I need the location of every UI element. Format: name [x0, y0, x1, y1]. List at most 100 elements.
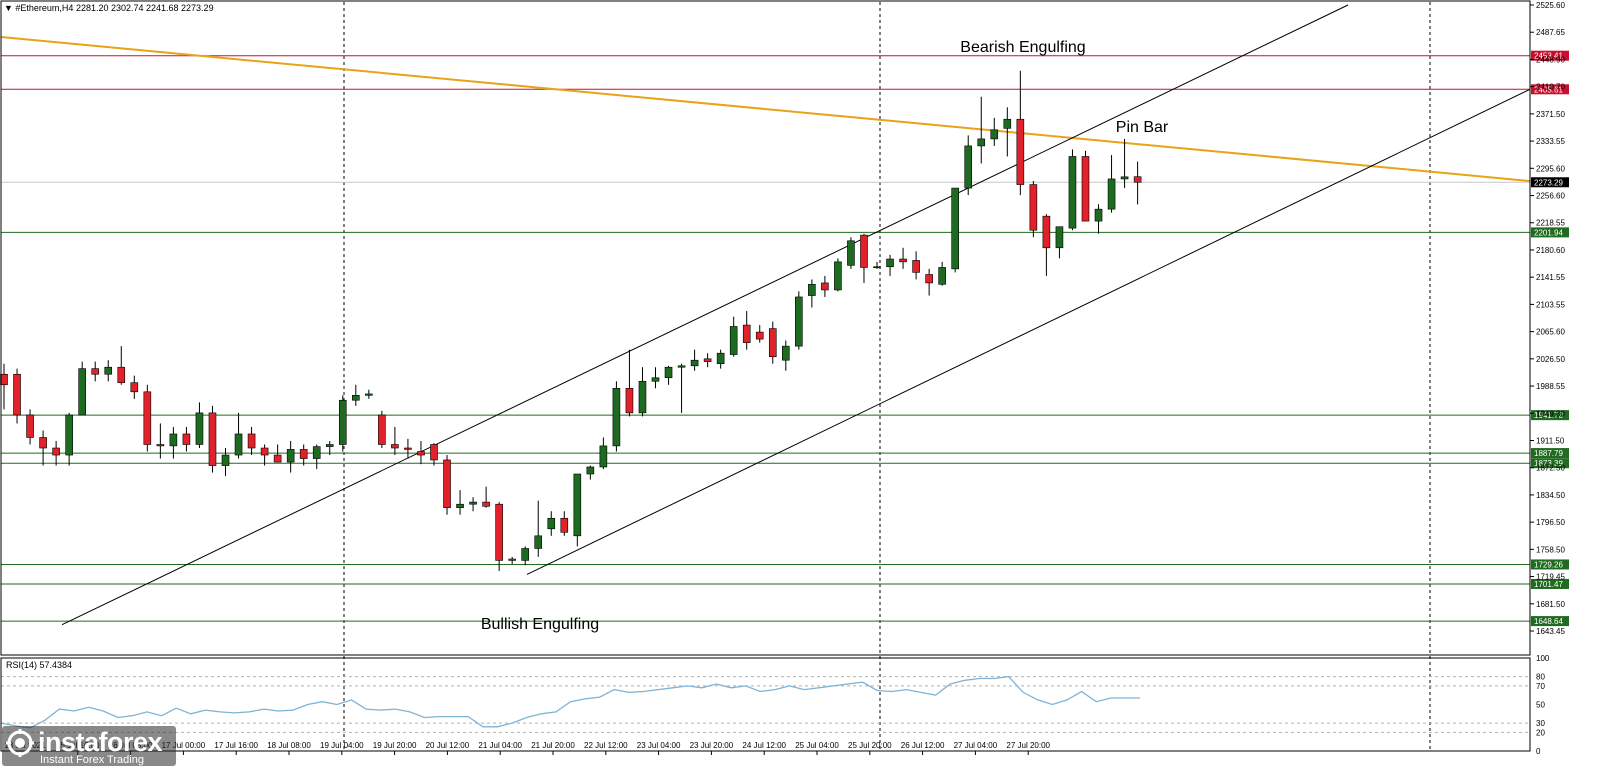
rsi-tick-label: 20 — [1536, 728, 1545, 737]
bullish-candle — [169, 426, 178, 459]
bearish-candle — [860, 233, 868, 283]
candle-body — [847, 240, 855, 266]
bearish-candle — [625, 349, 634, 417]
level-price-label: 2453.41 — [1534, 52, 1563, 61]
candle-body — [130, 382, 139, 393]
candle-body — [1003, 118, 1012, 129]
time-tick-label: 23 Jul 04:00 — [637, 741, 681, 750]
price-tick-label: 2487.65 — [1536, 28, 1565, 37]
candle-body — [495, 503, 503, 561]
level-price-label: 1701.47 — [1534, 580, 1563, 589]
price-tick-label: 1988.55 — [1536, 382, 1565, 391]
candle-body — [221, 454, 230, 466]
price-tick-label: 2525.60 — [1536, 1, 1565, 10]
bullish-candle — [469, 497, 477, 512]
rsi-label: RSI(14) 57.4384 — [6, 660, 72, 670]
bullish-candle — [1068, 149, 1077, 231]
bullish-candle — [795, 291, 803, 350]
candle-body — [299, 449, 308, 459]
candle-body — [755, 331, 764, 340]
candle-body — [808, 284, 816, 296]
bearish-candle — [260, 444, 269, 466]
level-price-tag — [1531, 227, 1569, 238]
bearish-candle — [1081, 150, 1090, 222]
bearish-candle — [1133, 161, 1142, 205]
bullish-candle — [977, 96, 986, 164]
candle-body — [664, 366, 673, 379]
candle-body — [651, 377, 660, 382]
candle-body — [951, 187, 959, 270]
bullish-candle — [365, 389, 373, 399]
rsi-tick-label: 70 — [1536, 682, 1545, 691]
channel-upper-line — [61, 4, 1349, 626]
rsi-tick-label: 50 — [1536, 701, 1545, 710]
candle-body — [195, 412, 204, 445]
bearish-candle — [755, 325, 764, 343]
bullish-candle — [1107, 155, 1116, 213]
candle-body — [260, 447, 269, 456]
bearish-candle — [417, 440, 425, 465]
price-tick-label: 2180.60 — [1536, 246, 1565, 255]
bearish-candle — [821, 275, 829, 297]
price-tick-label: 2410.70 — [1536, 83, 1565, 92]
candle-body — [78, 368, 86, 416]
bullish-candle — [964, 135, 973, 196]
bullish-candle — [547, 511, 556, 536]
candle-body — [677, 365, 686, 368]
candle-body — [156, 444, 165, 447]
bearish-candle — [391, 426, 399, 456]
candle-body — [338, 399, 347, 445]
candle-body — [703, 358, 712, 362]
bearish-candle — [742, 311, 751, 350]
descending-trendline — [0, 36, 1531, 183]
bullish-candle — [1120, 138, 1129, 189]
bullish-candle — [638, 367, 647, 417]
bearish-candle — [143, 384, 152, 452]
bearish-candle — [156, 423, 165, 459]
candle-body — [325, 444, 334, 447]
candle-body — [964, 145, 973, 189]
level-price-tag — [1531, 448, 1569, 459]
candle-body — [586, 466, 595, 475]
bullish-candle — [586, 465, 595, 480]
candle-body — [1055, 226, 1064, 249]
bullish-candle — [1055, 226, 1064, 259]
candle-body — [208, 412, 217, 466]
candle-body — [873, 266, 881, 269]
candle-body — [560, 517, 569, 533]
candle-body — [1081, 156, 1090, 222]
bullish-candle — [104, 360, 113, 382]
candle-body — [378, 414, 386, 445]
candle-body — [625, 387, 634, 414]
bullish-candle — [886, 254, 894, 276]
level-price-tag — [1531, 559, 1569, 570]
bullish-candle — [352, 384, 360, 406]
instaforex-logo-icon — [6, 729, 34, 757]
price-tick-label: 1796.50 — [1536, 518, 1565, 527]
bearish-candle — [482, 486, 490, 508]
candle-body — [886, 258, 894, 268]
bullish-candle — [664, 365, 673, 385]
candle-body — [521, 548, 530, 561]
price-tick-label: 2333.55 — [1536, 137, 1565, 146]
candle-body — [273, 454, 282, 463]
bearish-candle — [299, 444, 308, 466]
bullish-candle — [573, 473, 582, 547]
rsi-tick-label: 100 — [1536, 654, 1550, 663]
price-tick-label: 1872.50 — [1536, 464, 1565, 473]
candle-body — [729, 326, 738, 355]
candle-body — [247, 433, 256, 449]
candle-body — [925, 274, 933, 284]
bearish-candle — [1029, 181, 1038, 238]
bearish-candle — [208, 405, 217, 473]
candle-body — [534, 535, 543, 549]
level-price-label: 1941.78 — [1534, 411, 1563, 420]
bearish-candle — [39, 430, 47, 466]
price-tick-label: 2448.90 — [1536, 55, 1565, 64]
rsi-tick-label: 0 — [1536, 747, 1541, 756]
price-tick-label: 1949.80 — [1536, 409, 1565, 418]
level-price-label: 2273.29 — [1534, 178, 1563, 187]
bullish-candle — [1094, 204, 1103, 234]
time-tick-label: 17 Jul 00:00 — [162, 741, 206, 750]
price-tick-label: 1911.50 — [1536, 436, 1565, 445]
